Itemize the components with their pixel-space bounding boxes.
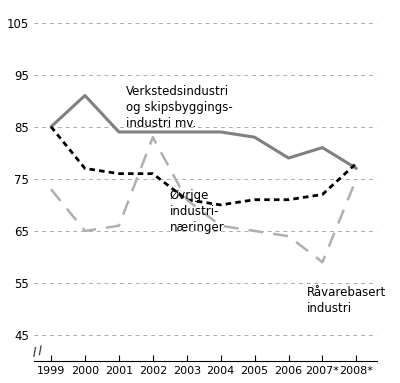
Text: Råvarebasert
industri: Råvarebasert industri xyxy=(307,286,386,315)
Text: Verkstedsindustri
og skipsbyggings-
industri mv.: Verkstedsindustri og skipsbyggings- indu… xyxy=(126,85,232,130)
Text: //: // xyxy=(30,345,46,358)
Text: Øvrige
industri-
næringer: Øvrige industri- næringer xyxy=(170,189,224,234)
